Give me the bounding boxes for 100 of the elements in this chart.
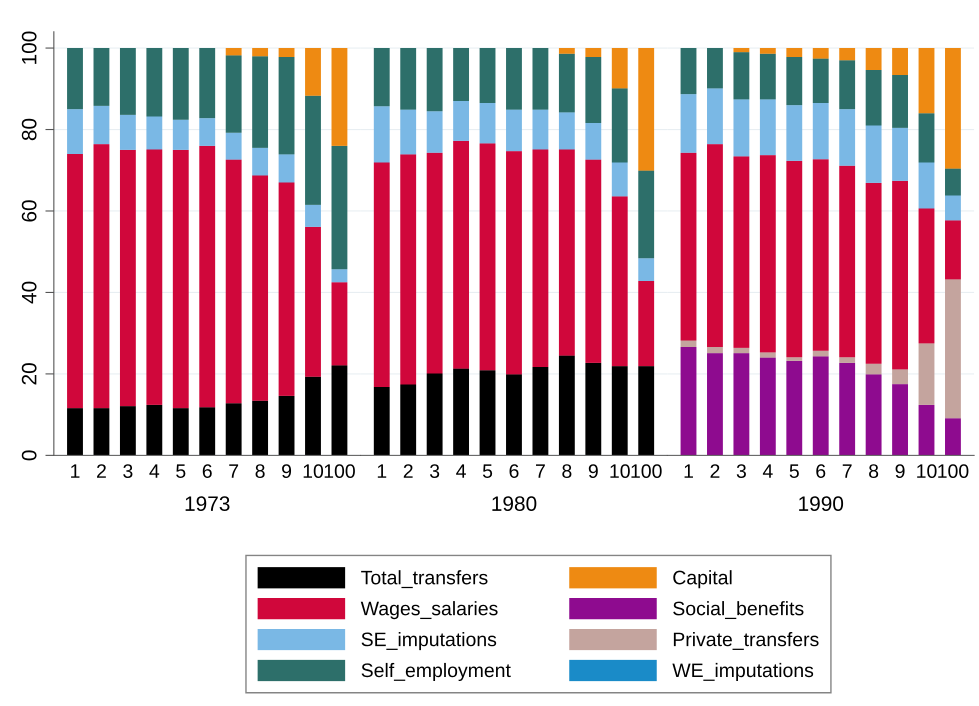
bar — [480, 103, 496, 144]
bar — [839, 357, 856, 363]
bar — [305, 48, 321, 96]
y-tick-label: 100 — [22, 31, 37, 64]
bar — [638, 258, 654, 282]
bar — [226, 55, 242, 133]
bar — [426, 48, 443, 112]
bar — [67, 154, 83, 408]
x-tick-label: 10 — [610, 464, 630, 478]
bar — [400, 48, 416, 110]
bar — [760, 48, 776, 54]
bar — [252, 56, 268, 148]
bar — [585, 160, 602, 363]
bar — [172, 150, 189, 408]
bar — [733, 52, 750, 100]
x-axis-title: 1980 — [492, 496, 536, 512]
bar — [426, 111, 443, 153]
bar — [812, 159, 829, 351]
bar — [585, 48, 602, 58]
bar — [374, 162, 390, 387]
bar — [332, 48, 348, 146]
bar — [638, 281, 654, 366]
x-tick-label: 4 — [149, 464, 160, 478]
x-tick-label: 6 — [816, 464, 826, 478]
bar — [585, 123, 602, 160]
bar — [918, 343, 934, 405]
bar — [760, 155, 776, 352]
bar — [866, 70, 882, 126]
bar — [278, 154, 294, 182]
bar — [426, 152, 443, 374]
bar — [532, 366, 548, 456]
bar — [532, 110, 548, 150]
legend-label: SE_imputations — [362, 632, 496, 650]
bar — [146, 149, 162, 405]
bar — [839, 362, 856, 456]
bar — [733, 353, 750, 456]
bar — [918, 48, 934, 114]
bar — [733, 99, 750, 156]
bar — [918, 113, 934, 163]
bar — [638, 48, 654, 171]
x-tick-label: 8 — [256, 464, 265, 478]
bar — [305, 376, 321, 456]
bar — [94, 408, 110, 456]
bar — [786, 357, 802, 361]
x-tick-label: 9 — [588, 464, 598, 478]
bar — [892, 369, 908, 384]
bar — [680, 347, 696, 456]
bar — [199, 146, 216, 408]
bar — [532, 48, 548, 110]
bar — [400, 110, 416, 154]
legend-label: WE_imputations — [672, 662, 814, 682]
bar — [453, 140, 470, 369]
x-tick-label: 3 — [430, 464, 440, 478]
x-tick-label: 3 — [123, 464, 132, 478]
x-tick-label: 1 — [378, 464, 386, 478]
y-tick-label: 60 — [22, 200, 37, 222]
bar — [453, 368, 470, 456]
bar — [585, 57, 602, 124]
bar — [918, 208, 934, 344]
bar — [480, 143, 496, 370]
x-tick-label: 1 — [71, 464, 80, 478]
bar — [945, 196, 961, 220]
x-tick-label: 6 — [202, 464, 212, 478]
bar — [760, 54, 776, 100]
bar — [638, 366, 654, 456]
bar — [374, 386, 390, 456]
bar — [707, 48, 723, 88]
bar — [612, 196, 628, 366]
bar — [733, 156, 750, 348]
bar — [226, 48, 242, 56]
bar — [252, 48, 268, 56]
bar — [812, 350, 829, 356]
bar — [680, 340, 696, 348]
bar — [786, 105, 802, 161]
y-tick-label: 0 — [22, 450, 37, 460]
bar — [252, 148, 268, 176]
x-tick-label: 1 — [684, 464, 693, 478]
bar — [760, 358, 776, 456]
x-tick-label: 4 — [762, 464, 773, 478]
bar — [707, 88, 723, 144]
bar — [786, 48, 802, 58]
bar — [812, 103, 829, 160]
bar — [892, 74, 908, 128]
bar — [918, 162, 934, 209]
bar — [612, 48, 628, 88]
bar — [226, 403, 242, 456]
bar — [374, 48, 390, 106]
bar — [707, 347, 723, 354]
bar — [839, 109, 856, 166]
bar — [146, 404, 162, 456]
legend-label: Capital — [673, 570, 732, 588]
y-tick-label: 80 — [22, 118, 37, 140]
bar — [426, 374, 443, 456]
x-tick-label: 5 — [482, 464, 492, 478]
bar — [786, 160, 802, 358]
bar — [172, 48, 189, 120]
x-tick-label: 2 — [97, 464, 106, 478]
bar — [506, 48, 522, 110]
bar — [120, 48, 136, 115]
x-tick-label: 100 — [631, 464, 662, 478]
